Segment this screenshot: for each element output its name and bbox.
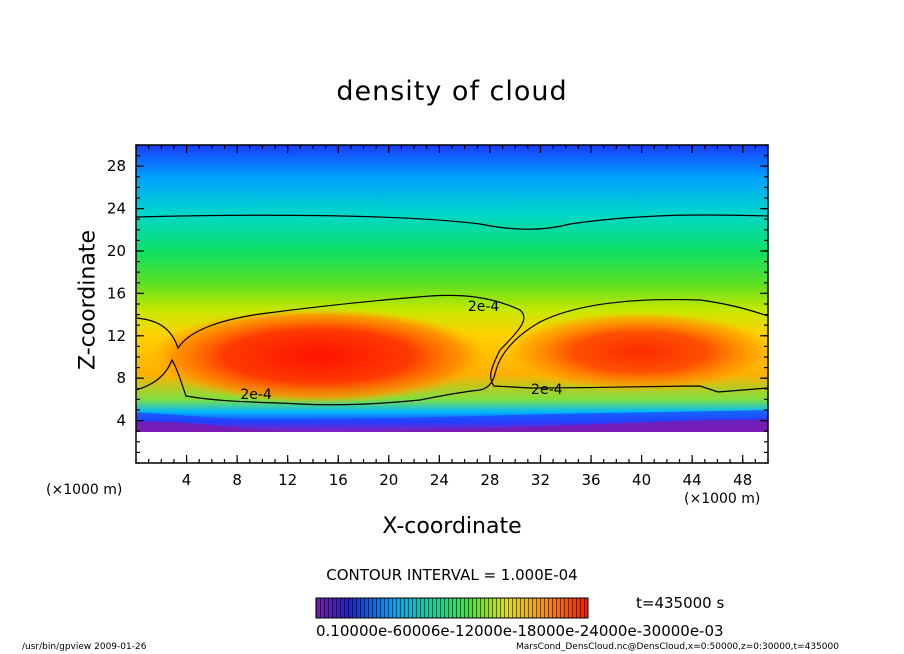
ground-band: [136, 418, 768, 432]
contour-2e-4-outer: [136, 294, 768, 393]
y-tick-label: 28: [107, 157, 126, 175]
y-tick-label: 4: [116, 412, 126, 430]
x-tick-label: 32: [531, 471, 550, 489]
colorbar-labels: 0.10000e-60006e-12000e-18000e-24000e-300…: [316, 622, 724, 640]
x-tick-label: 8: [232, 471, 242, 489]
footer-left: /usr/bin/gpview 2009-01-26: [22, 642, 147, 652]
y-axis-label: Z-coordinate: [75, 230, 101, 370]
time-label: t=435000 s: [636, 594, 725, 612]
contour-2e-4-inner: [136, 298, 768, 406]
tick-marks: [135, 144, 769, 464]
y-tick-label: 8: [116, 369, 126, 387]
contour-label: 2e-4: [468, 299, 500, 315]
cloud-core-left: [148, 308, 488, 404]
x-tick-label: 24: [430, 471, 449, 489]
x-tick-label: 12: [278, 471, 297, 489]
contour-label: 2e-4: [240, 387, 272, 403]
x-unit-label-left: (×1000 m): [46, 482, 123, 498]
y-tick-label: 16: [107, 284, 126, 302]
below-ground: [136, 432, 768, 463]
y-tick-label: 12: [107, 327, 126, 345]
x-unit-label-right: (×1000 m): [684, 491, 761, 507]
y-tick-label: 20: [107, 242, 126, 260]
x-tick-label: 16: [329, 471, 348, 489]
blue-band: [136, 410, 768, 422]
x-tick-label: 40: [632, 471, 651, 489]
x-tick-label: 44: [683, 471, 702, 489]
footer-right: MarsCond_DensCloud.nc@DensCloud,x=0:5000…: [516, 642, 839, 652]
chart-title: density of cloud: [336, 76, 568, 107]
x-tick-label: 20: [379, 471, 398, 489]
x-axis-label: X-coordinate: [382, 514, 522, 539]
y-tick-label: 24: [107, 200, 126, 218]
x-tick-label: 4: [182, 471, 192, 489]
contour-interval: CONTOUR INTERVAL = 1.000E-04: [326, 566, 578, 584]
x-tick-label: 36: [581, 471, 600, 489]
colorbar-frame: [315, 597, 589, 619]
contour-labels: 2e-4 2e-4 2e-4: [240, 299, 562, 403]
colorbar-divisions: [316, 598, 588, 618]
contour-upper: [136, 214, 768, 230]
cloud-core-right: [505, 312, 768, 392]
x-tick-label: 48: [733, 471, 752, 489]
density-field: [136, 145, 768, 463]
contour-label: 2e-4: [531, 382, 563, 398]
x-tick-label: 28: [480, 471, 499, 489]
